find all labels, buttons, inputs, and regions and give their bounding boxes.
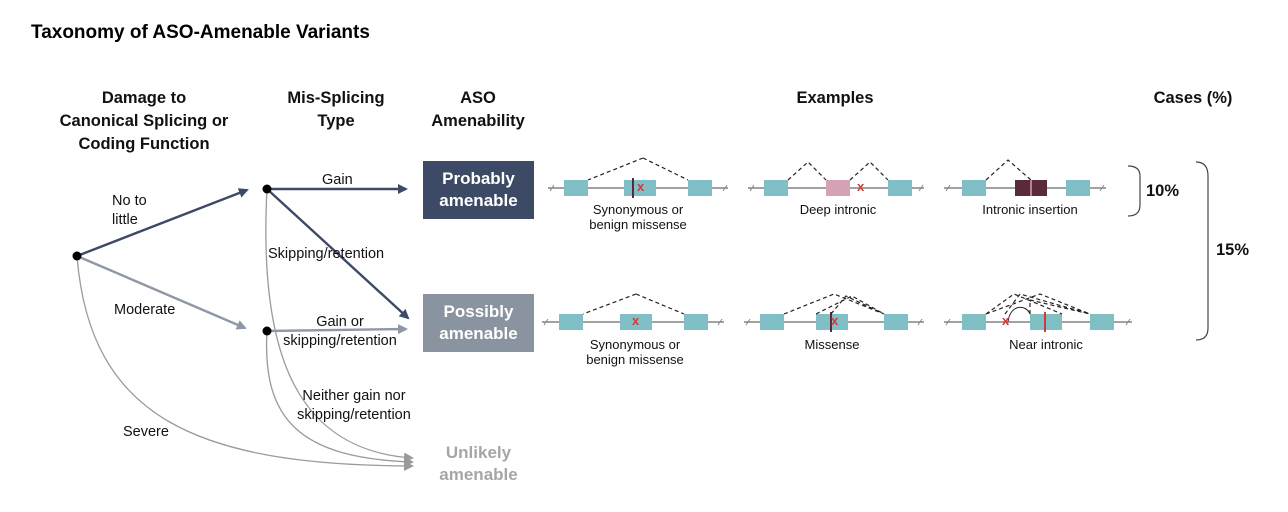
example-missense: [744, 293, 924, 332]
column-header-missplicing: Mis-Splicing Type: [270, 87, 402, 133]
example-near-intronic: [944, 293, 1132, 332]
example-deep-intronic: [748, 161, 924, 196]
variant-mark-synonymous-1: x: [637, 179, 645, 194]
caption-synonymous-1-line1: Synonymous or: [592, 202, 684, 217]
caption-missense: Missense: [804, 337, 860, 352]
arrow-neither-to-unlikely: [265, 330, 414, 467]
column-header-missplicing-line2: Type: [317, 112, 355, 130]
arrow-root-to-no-little: [76, 188, 249, 258]
caption-synonymous-2-line1: Synonymous or: [589, 337, 681, 352]
example-intronic-insertion: [944, 159, 1106, 196]
label-gain-or-skipping: Gain or skipping/retention: [268, 313, 412, 351]
bracket-10-percent: [1127, 165, 1141, 217]
column-header-aso-line2: Amenability: [431, 112, 525, 130]
box-probably-line2: amenable: [439, 191, 518, 210]
column-header-examples: Examples: [796, 89, 874, 107]
column-header-missplicing-line1: Mis-Splicing: [287, 89, 385, 107]
box-possibly-amenable: Possibly amenable: [423, 294, 534, 352]
text-unlikely-line2: amenable: [439, 465, 518, 484]
column-header-damage-line3: Coding Function: [78, 135, 210, 153]
column-header-damage-line1: Damage to: [101, 89, 187, 107]
label-severe: Severe: [123, 424, 169, 440]
column-header-cases: Cases (%): [1153, 89, 1233, 107]
caption-deep-intronic: Deep intronic: [799, 202, 877, 217]
box-possibly-line1: Possibly: [443, 302, 514, 321]
arrow-root-to-moderate: [76, 254, 247, 330]
bracket-15-percent: [1195, 161, 1209, 341]
label-moderate: Moderate: [114, 302, 176, 318]
variant-mark-synonymous-2: x: [632, 313, 640, 328]
column-header-damage: Damage to Canonical Splicing or Coding F…: [30, 87, 258, 156]
column-header-aso-line1: ASO: [460, 89, 496, 107]
variant-mark-missense: x: [831, 313, 839, 328]
text-unlikely-line1: Unlikely: [445, 443, 512, 462]
cases-total-percent: 15%: [1216, 241, 1250, 259]
label-no-to-little-line1: No to: [112, 193, 147, 209]
label-neither-line1: Neither gain nor: [302, 388, 406, 404]
caption-synonymous-1-line2: benign missense: [589, 217, 687, 232]
variant-mark-near-intronic: x: [1002, 313, 1010, 328]
label-gain-or-skipping-line1: Gain or: [316, 314, 364, 330]
caption-near-intronic: Near intronic: [1009, 337, 1083, 352]
example-synonymous-1: [548, 157, 728, 198]
label-gain: Gain: [322, 172, 353, 188]
box-possibly-line2: amenable: [439, 324, 518, 343]
example-synonymous-2: [542, 293, 724, 330]
label-no-to-little: No to little: [112, 192, 147, 230]
figure-title: Taxonomy of ASO-Amenable Variants: [31, 22, 370, 43]
column-header-aso: ASO Amenability: [418, 87, 538, 133]
label-no-to-little-line2: little: [112, 212, 138, 228]
arrow-root-to-severe: [76, 255, 414, 471]
caption-synonymous-1: Synonymous or benign missense: [568, 202, 708, 232]
upper-node: [262, 184, 272, 194]
caption-synonymous-2: Synonymous or benign missense: [565, 337, 705, 367]
arrow-gain-or-skipping: [266, 324, 408, 335]
box-probably-amenable: Probably amenable: [423, 161, 534, 219]
label-gain-or-skipping-line2: skipping/retention: [283, 333, 397, 349]
cases-probably-percent: 10%: [1146, 182, 1180, 200]
label-skipping-retention: Skipping/retention: [268, 246, 385, 262]
arrow-upper-to-unlikely: [265, 188, 414, 463]
arrow-skipping-retention: [266, 188, 410, 320]
middle-node: [262, 326, 272, 336]
box-probably-line1: Probably: [442, 169, 515, 188]
caption-intronic-insertion: Intronic insertion: [982, 202, 1078, 217]
variant-mark-deep-intronic: x: [857, 179, 865, 194]
caption-synonymous-2-line2: benign missense: [586, 352, 684, 367]
text-unlikely-amenable: Unlikely amenable: [423, 440, 534, 488]
label-neither-line2: skipping/retention: [297, 407, 411, 423]
column-header-damage-line2: Canonical Splicing or: [59, 112, 229, 130]
label-neither: Neither gain nor skipping/retention: [284, 387, 424, 425]
root-node: [72, 251, 82, 261]
